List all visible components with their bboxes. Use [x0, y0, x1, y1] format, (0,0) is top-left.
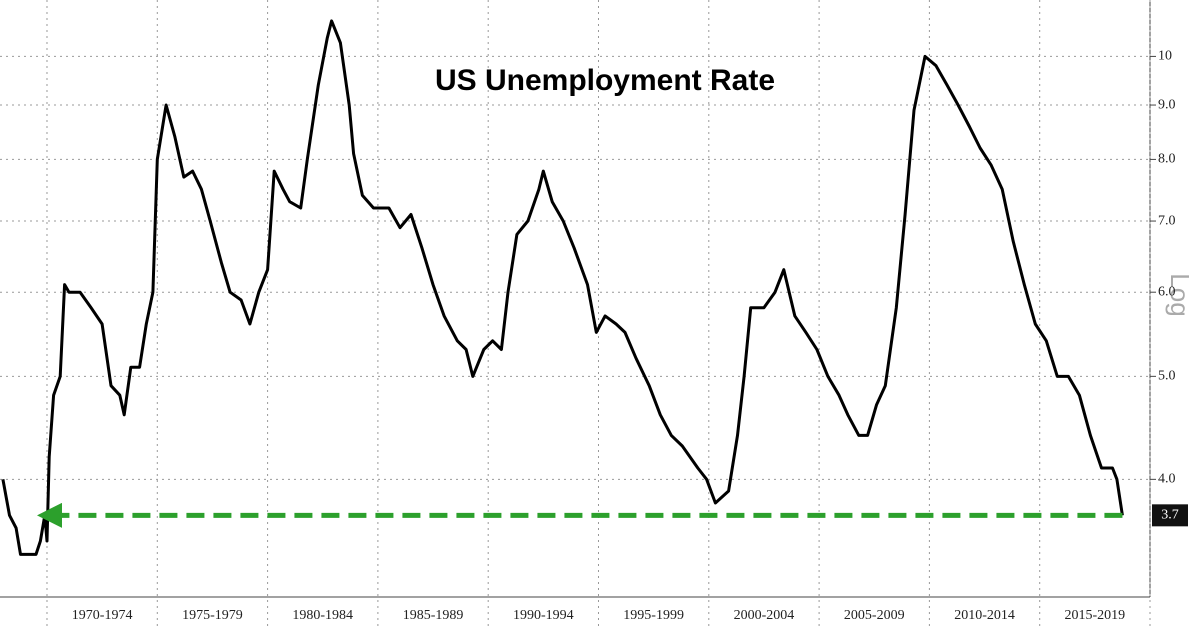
y-tick-label: 9.0 — [1158, 97, 1176, 112]
x-tick-label: 1985-1989 — [403, 608, 464, 623]
x-tick-label: 2010-2014 — [954, 608, 1015, 623]
y-tick-label: 8.0 — [1158, 152, 1176, 167]
x-tick-label: 1970-1974 — [72, 608, 133, 623]
x-tick-label: 2015-2019 — [1065, 608, 1126, 623]
x-tick-label: 1980-1984 — [292, 608, 353, 623]
x-tick-label: 1975-1979 — [182, 608, 243, 623]
y-tick-label: 6.0 — [1158, 284, 1176, 299]
y-tick-label: 7.0 — [1158, 213, 1176, 228]
x-tick-label: 2000-2004 — [734, 608, 795, 623]
reference-label: 3.7 — [1161, 508, 1179, 523]
y-tick-label: 5.0 — [1158, 369, 1176, 384]
scale-label: Log — [1165, 273, 1195, 316]
x-tick-label: 1990-1994 — [513, 608, 574, 623]
chart-title: US Unemployment Rate — [434, 64, 776, 97]
y-tick-label: 4.0 — [1158, 472, 1176, 487]
x-tick-label: 2005-2009 — [844, 608, 905, 623]
x-tick-label: 1995-1999 — [623, 608, 684, 623]
data-line — [1, 19, 1124, 556]
y-tick-label: 10 — [1158, 49, 1172, 64]
reference-label-box — [1152, 504, 1188, 527]
